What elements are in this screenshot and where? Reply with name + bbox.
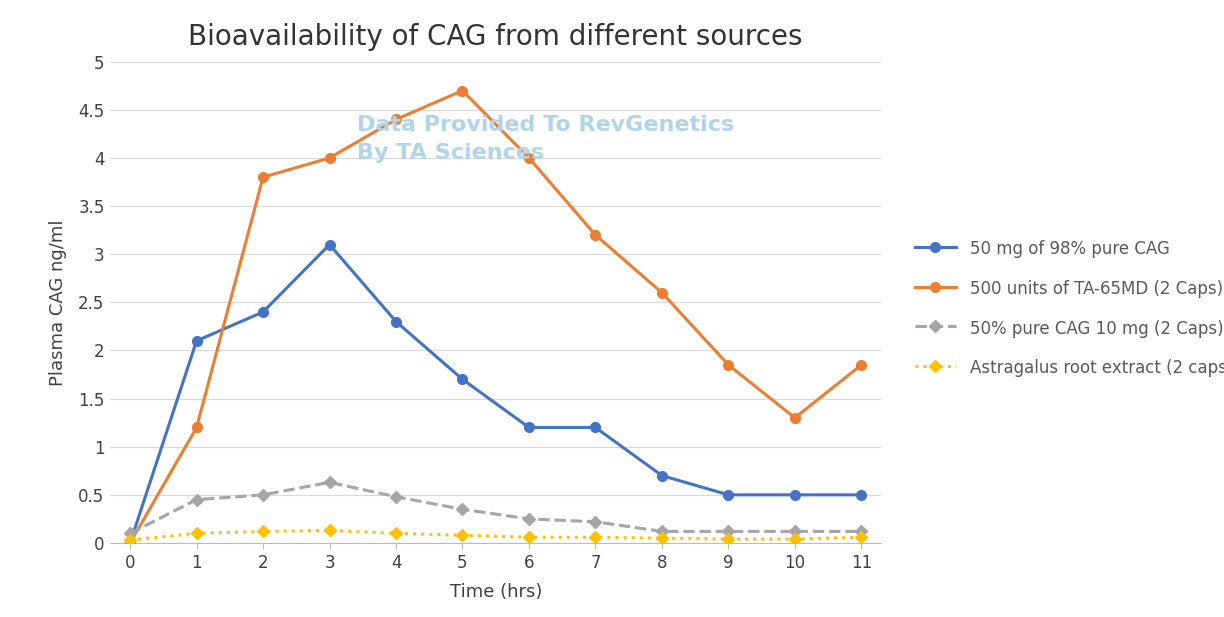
500 units of TA-65MD (2 Caps) bbox=[190, 424, 204, 431]
500 units of TA-65MD (2 Caps) bbox=[521, 154, 536, 162]
Astragalus root extract (2 caps) bbox=[322, 527, 337, 534]
Text: Data Provided To RevGenetics
By TA Sciences: Data Provided To RevGenetics By TA Scien… bbox=[357, 115, 734, 163]
50 mg of 98% pure CAG bbox=[588, 424, 602, 431]
X-axis label: Time (hrs): Time (hrs) bbox=[449, 583, 542, 601]
Astragalus root extract (2 caps) bbox=[721, 536, 736, 543]
50% pure CAG 10 mg (2 Caps) bbox=[521, 515, 536, 523]
50 mg of 98% pure CAG bbox=[854, 491, 869, 499]
50 mg of 98% pure CAG bbox=[389, 318, 404, 325]
500 units of TA-65MD (2 Caps) bbox=[256, 173, 271, 181]
50% pure CAG 10 mg (2 Caps) bbox=[322, 479, 337, 486]
Line: 50 mg of 98% pure CAG: 50 mg of 98% pure CAG bbox=[125, 240, 867, 548]
50% pure CAG 10 mg (2 Caps) bbox=[122, 529, 137, 537]
500 units of TA-65MD (2 Caps) bbox=[455, 87, 470, 94]
50% pure CAG 10 mg (2 Caps) bbox=[190, 496, 204, 503]
50% pure CAG 10 mg (2 Caps) bbox=[787, 528, 802, 535]
Astragalus root extract (2 caps) bbox=[455, 532, 470, 539]
50 mg of 98% pure CAG bbox=[256, 308, 271, 316]
50 mg of 98% pure CAG bbox=[322, 241, 337, 248]
Astragalus root extract (2 caps) bbox=[389, 529, 404, 537]
500 units of TA-65MD (2 Caps) bbox=[389, 116, 404, 123]
Astragalus root extract (2 caps) bbox=[854, 534, 869, 541]
50% pure CAG 10 mg (2 Caps) bbox=[655, 528, 670, 535]
50% pure CAG 10 mg (2 Caps) bbox=[721, 528, 736, 535]
50% pure CAG 10 mg (2 Caps) bbox=[389, 493, 404, 500]
500 units of TA-65MD (2 Caps) bbox=[322, 154, 337, 162]
500 units of TA-65MD (2 Caps) bbox=[122, 539, 137, 547]
Legend: 50 mg of 98% pure CAG, 500 units of TA-65MD (2 Caps), 50% pure CAG 10 mg (2 Caps: 50 mg of 98% pure CAG, 500 units of TA-6… bbox=[908, 233, 1224, 384]
500 units of TA-65MD (2 Caps) bbox=[787, 414, 802, 421]
Astragalus root extract (2 caps) bbox=[190, 529, 204, 537]
Astragalus root extract (2 caps) bbox=[787, 536, 802, 543]
50 mg of 98% pure CAG bbox=[787, 491, 802, 499]
Y-axis label: Plasma CAG ng/ml: Plasma CAG ng/ml bbox=[49, 219, 67, 386]
Title: Bioavailability of CAG from different sources: Bioavailability of CAG from different so… bbox=[188, 23, 803, 51]
500 units of TA-65MD (2 Caps) bbox=[721, 361, 736, 368]
50 mg of 98% pure CAG bbox=[655, 472, 670, 479]
50% pure CAG 10 mg (2 Caps) bbox=[455, 505, 470, 513]
500 units of TA-65MD (2 Caps) bbox=[588, 231, 602, 239]
50% pure CAG 10 mg (2 Caps) bbox=[256, 491, 271, 499]
50 mg of 98% pure CAG bbox=[190, 337, 204, 344]
50% pure CAG 10 mg (2 Caps) bbox=[588, 518, 602, 526]
Astragalus root extract (2 caps) bbox=[588, 534, 602, 541]
Astragalus root extract (2 caps) bbox=[521, 534, 536, 541]
Astragalus root extract (2 caps) bbox=[256, 528, 271, 535]
500 units of TA-65MD (2 Caps) bbox=[854, 361, 869, 368]
Line: 50% pure CAG 10 mg (2 Caps): 50% pure CAG 10 mg (2 Caps) bbox=[126, 478, 865, 537]
50 mg of 98% pure CAG bbox=[122, 539, 137, 547]
Astragalus root extract (2 caps) bbox=[122, 536, 137, 544]
Line: Astragalus root extract (2 caps): Astragalus root extract (2 caps) bbox=[126, 526, 865, 544]
50 mg of 98% pure CAG bbox=[521, 424, 536, 431]
Line: 500 units of TA-65MD (2 Caps): 500 units of TA-65MD (2 Caps) bbox=[125, 86, 867, 548]
500 units of TA-65MD (2 Caps) bbox=[655, 289, 670, 296]
Astragalus root extract (2 caps) bbox=[655, 534, 670, 542]
50 mg of 98% pure CAG bbox=[721, 491, 736, 499]
50% pure CAG 10 mg (2 Caps) bbox=[854, 528, 869, 535]
50 mg of 98% pure CAG bbox=[455, 376, 470, 383]
